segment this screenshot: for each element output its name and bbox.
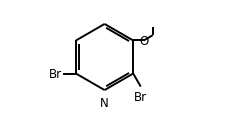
Text: N: N (100, 97, 109, 109)
Text: Br: Br (49, 67, 62, 80)
Text: Br: Br (134, 90, 147, 103)
Text: O: O (140, 35, 149, 48)
